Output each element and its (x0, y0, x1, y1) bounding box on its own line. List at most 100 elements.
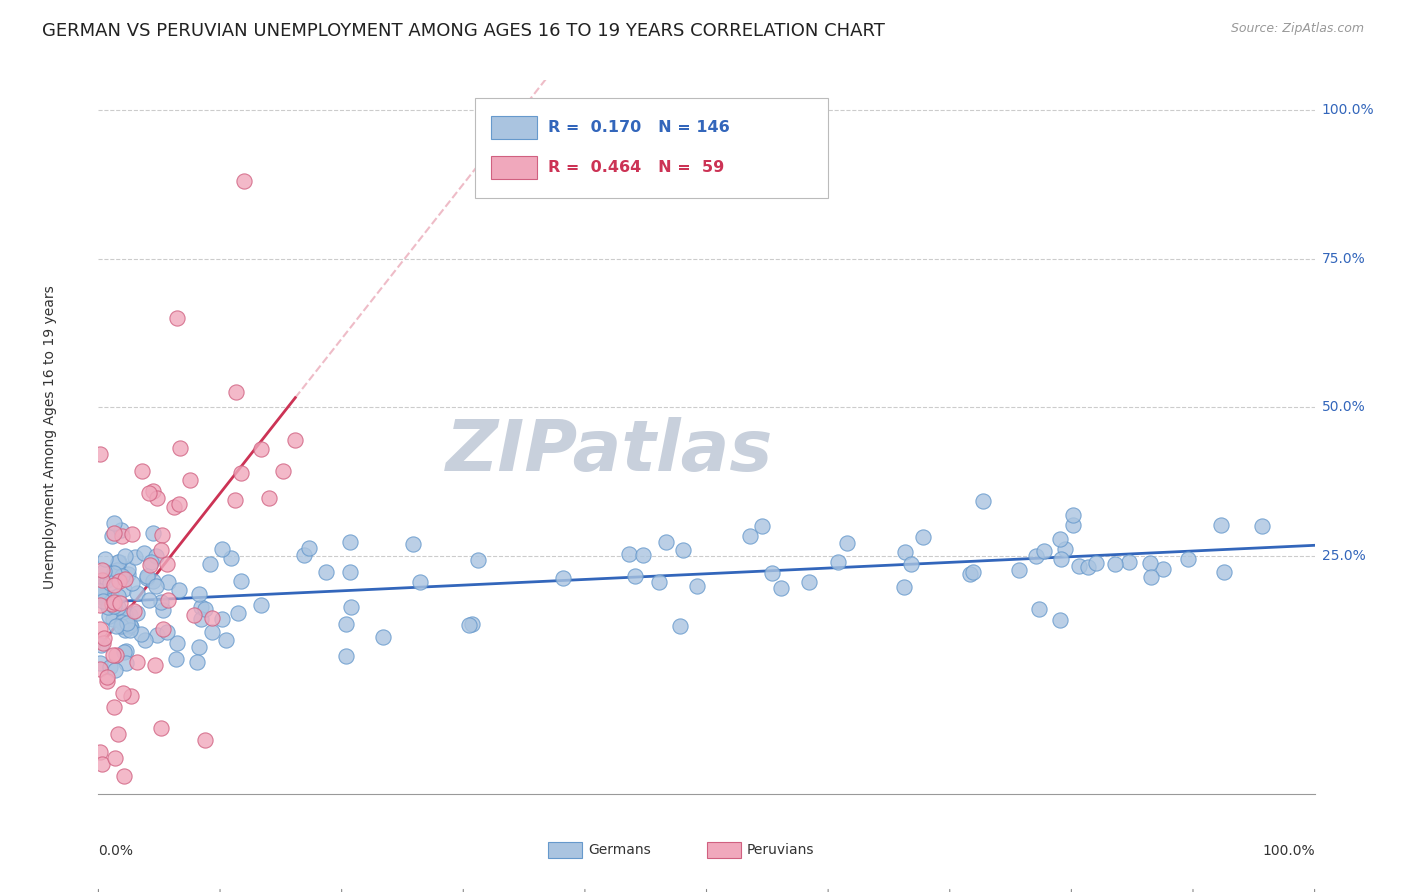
Point (1049, 532, 1071, 546)
Point (339, 565, 361, 579)
Text: 75.0%: 75.0% (1322, 252, 1365, 266)
Point (105, 648, 128, 663)
Point (121, 527, 143, 541)
Point (900, 557, 922, 571)
Point (129, 627, 152, 641)
Point (1213, 565, 1236, 579)
Point (962, 565, 984, 579)
Point (1152, 562, 1174, 576)
Point (1049, 552, 1071, 566)
Point (167, 583, 190, 598)
Text: 100.0%: 100.0% (1263, 844, 1315, 858)
Point (162, 500, 184, 514)
Point (91, 636, 114, 650)
Point (1139, 556, 1161, 570)
Point (90, 581, 112, 595)
Point (169, 441, 191, 455)
Point (115, 644, 138, 658)
Point (142, 526, 165, 541)
Point (122, 604, 145, 618)
Point (149, 722, 172, 736)
Point (271, 464, 294, 478)
Bar (548, 842, 582, 858)
Point (194, 733, 217, 747)
Point (107, 590, 129, 604)
Point (101, 529, 124, 543)
Point (110, 619, 132, 633)
Point (111, 569, 134, 583)
Point (114, 549, 136, 563)
Point (132, 546, 155, 560)
Point (339, 534, 361, 549)
Point (97, 608, 120, 623)
Text: GERMAN VS PERUVIAN UNEMPLOYMENT AMONG AGES 16 TO 19 YEARS CORRELATION CHART: GERMAN VS PERUVIAN UNEMPLOYMENT AMONG AG… (42, 22, 884, 40)
Point (738, 529, 761, 543)
Point (112, 769, 135, 783)
Point (257, 491, 280, 505)
Point (233, 174, 256, 188)
Point (1008, 563, 1031, 577)
Point (250, 442, 273, 456)
Point (90, 638, 112, 652)
Point (103, 648, 125, 662)
Text: Germans: Germans (589, 843, 651, 857)
Point (686, 578, 709, 592)
Point (152, 603, 174, 617)
Point (894, 545, 917, 559)
Point (134, 633, 156, 648)
Point (335, 616, 357, 631)
Point (117, 561, 139, 575)
Point (1118, 555, 1140, 569)
Point (90, 757, 112, 772)
Point (669, 619, 692, 633)
Point (143, 658, 166, 673)
Point (1177, 552, 1199, 566)
Point (90, 586, 112, 600)
Point (93, 564, 115, 578)
Point (91, 563, 114, 577)
Point (107, 599, 129, 614)
Point (127, 656, 149, 670)
Point (211, 542, 233, 557)
Point (93, 573, 115, 587)
Point (972, 494, 994, 508)
Point (315, 565, 337, 579)
Point (121, 576, 143, 591)
Point (141, 574, 163, 588)
Point (100, 592, 122, 607)
Point (225, 385, 247, 400)
Point (104, 751, 127, 765)
Point (114, 656, 136, 670)
Point (1085, 556, 1108, 570)
Point (131, 464, 153, 478)
Point (96, 574, 118, 588)
Point (198, 558, 221, 572)
Point (371, 630, 394, 644)
Point (90, 590, 112, 604)
Point (211, 612, 233, 626)
Point (623, 569, 645, 583)
Point (139, 555, 162, 569)
Point (110, 524, 132, 538)
Point (1062, 508, 1084, 522)
Point (139, 558, 162, 572)
Point (146, 628, 169, 642)
Point (98, 660, 121, 674)
Point (91, 573, 114, 587)
Text: ZIPatlas: ZIPatlas (446, 417, 773, 486)
Text: Unemployment Among Ages 16 to 19 years: Unemployment Among Ages 16 to 19 years (42, 285, 56, 589)
Point (226, 607, 249, 621)
Point (188, 640, 211, 654)
Point (117, 566, 139, 581)
Point (647, 574, 669, 589)
Point (89, 662, 111, 676)
Point (631, 548, 654, 562)
Point (111, 613, 134, 627)
Point (93, 631, 115, 645)
Point (1028, 601, 1050, 615)
Point (118, 623, 141, 637)
Point (155, 557, 177, 571)
Point (298, 541, 321, 555)
Point (93, 551, 115, 566)
Point (292, 548, 315, 562)
